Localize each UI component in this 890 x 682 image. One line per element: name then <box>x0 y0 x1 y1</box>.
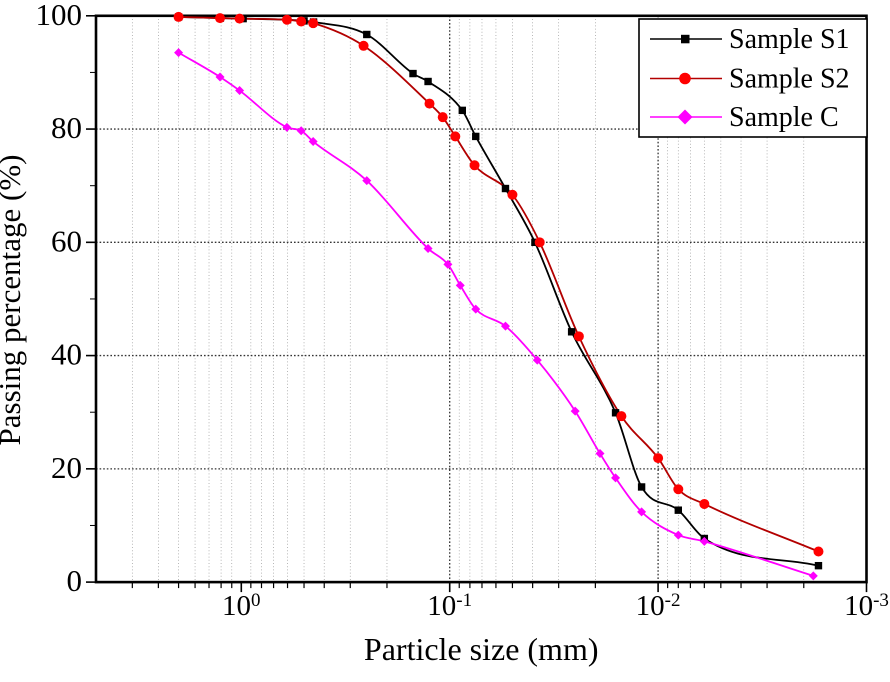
svg-text:Particle size (mm): Particle size (mm) <box>364 631 599 667</box>
svg-text:Sample S2: Sample S2 <box>729 64 850 95</box>
svg-text:100: 100 <box>36 0 83 32</box>
svg-text:20: 20 <box>51 450 82 485</box>
svg-text:Passing percentage (%): Passing percentage (%) <box>0 155 27 446</box>
svg-text:Sample S1: Sample S1 <box>729 24 850 55</box>
svg-text:0: 0 <box>67 563 83 598</box>
svg-text:80: 80 <box>51 110 82 145</box>
svg-text:60: 60 <box>51 223 82 258</box>
svg-text:Sample C: Sample C <box>729 102 839 133</box>
svg-text:40: 40 <box>51 337 82 372</box>
